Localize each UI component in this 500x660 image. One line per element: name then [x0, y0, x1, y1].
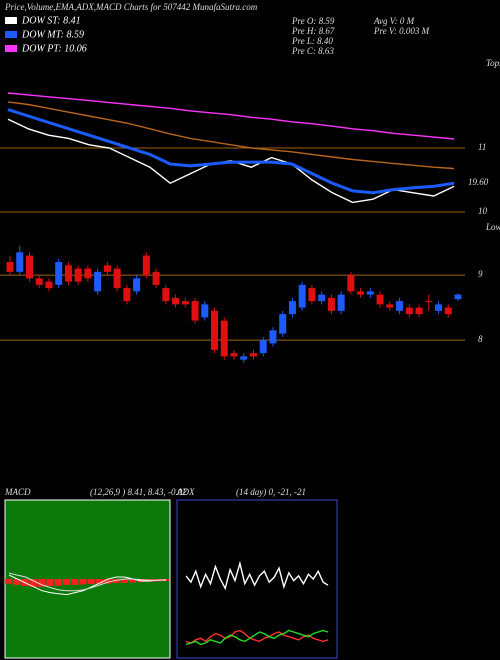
info-text: Pre O: 8.59: [291, 16, 335, 26]
y-tick-label: 9: [478, 269, 483, 279]
candle-body: [191, 301, 199, 321]
histogram-bar: [112, 579, 120, 583]
y-tick-label: 8: [478, 334, 483, 344]
histogram-bar: [71, 579, 79, 585]
candle-body: [142, 255, 150, 276]
candle-body: [16, 252, 24, 272]
info-text: Pre C: 8.63: [291, 46, 334, 56]
panel-title: MACD: [4, 487, 31, 497]
histogram-bar: [79, 579, 87, 585]
candle-body: [308, 288, 316, 302]
candle-body: [172, 297, 180, 305]
series-line: [7, 92, 455, 140]
annotation: 19.60: [468, 177, 489, 187]
histogram-bar: [120, 579, 128, 583]
candle-body: [94, 271, 102, 292]
candle-body: [123, 288, 131, 302]
histogram-bar: [46, 579, 54, 587]
histogram-bar: [13, 579, 21, 585]
histogram-bar: [38, 579, 46, 587]
panel-subtitle: (14 day) 0, -21, -21: [236, 487, 306, 497]
candle-body: [415, 307, 423, 315]
candle-body: [288, 301, 296, 315]
candle-body: [347, 275, 355, 292]
candle-body: [201, 304, 209, 318]
y-tick-label: 10: [478, 206, 488, 216]
series-line: [7, 108, 455, 195]
candle-body: [366, 291, 374, 295]
candle-body: [259, 340, 267, 354]
candle-body: [211, 310, 219, 350]
candle-body: [220, 320, 228, 357]
candle-body: [55, 262, 63, 285]
candle-body: [113, 268, 121, 289]
candle-body: [396, 301, 404, 311]
candle-body: [45, 281, 53, 289]
candle-body: [25, 255, 33, 279]
candle-body: [240, 356, 248, 360]
info-text: Pre V: 0.003 M: [373, 26, 430, 36]
candle-body: [181, 301, 189, 305]
candle-body: [249, 353, 257, 357]
chart-title: Price,Volume,EMA,ADX,MACD Charts for 507…: [4, 2, 258, 12]
candle-body: [133, 278, 141, 292]
annotation: Tops: [486, 58, 500, 68]
candle-body: [318, 294, 326, 302]
panel-title: ADX: [176, 487, 195, 497]
candle-body: [454, 294, 462, 300]
y-tick-label: 11: [478, 142, 486, 152]
candle-body: [444, 307, 452, 315]
histogram-bar: [95, 579, 104, 584]
legend-swatch: [5, 45, 17, 52]
candle-body: [6, 262, 14, 272]
series-line: [185, 629, 329, 644]
histogram-bar: [87, 579, 95, 585]
legend-text: DOW ST: 8.41: [21, 15, 81, 26]
series-line: [185, 629, 329, 646]
histogram-bar: [29, 579, 37, 587]
histogram-bar: [104, 579, 112, 584]
candle-body: [162, 288, 170, 302]
candle-body: [84, 268, 92, 279]
candle-body: [386, 304, 394, 308]
candle-body: [327, 297, 335, 311]
legend-swatch: [5, 31, 17, 38]
annotation: Lows: [485, 222, 500, 232]
info-text: Pre H: 8.67: [291, 26, 335, 36]
candle-body: [269, 330, 277, 344]
histogram-bar: [129, 579, 137, 583]
legend-text: DOW PT: 10.06: [21, 43, 87, 54]
panel-subtitle: (12,26,9 ) 8.41, 8.43, -0.02: [90, 487, 187, 497]
candle-body: [279, 314, 287, 334]
candle-body: [35, 278, 43, 285]
candle-body: [405, 307, 413, 315]
series-line: [185, 560, 329, 591]
candle-body: [357, 291, 365, 295]
histogram-bar: [5, 579, 13, 584]
candle-body: [376, 294, 384, 305]
legend-text: DOW MT: 8.59: [21, 29, 84, 40]
candle-body: [74, 268, 82, 282]
candle-body: [230, 353, 238, 357]
candle-body: [103, 265, 111, 272]
histogram-bar: [62, 579, 70, 585]
info-text: Avg V: 0 M: [373, 16, 415, 26]
candle-body: [425, 301, 433, 303]
candle-body: [152, 271, 160, 285]
series-line: [7, 101, 455, 170]
info-text: Pre L: 8.40: [291, 36, 333, 46]
candle-body: [298, 284, 306, 308]
legend-swatch: [5, 17, 17, 24]
macd-line: [8, 572, 166, 592]
candle-body: [64, 265, 72, 282]
candle-body: [337, 294, 345, 311]
histogram-bar: [54, 579, 62, 586]
candle-body: [435, 304, 443, 311]
